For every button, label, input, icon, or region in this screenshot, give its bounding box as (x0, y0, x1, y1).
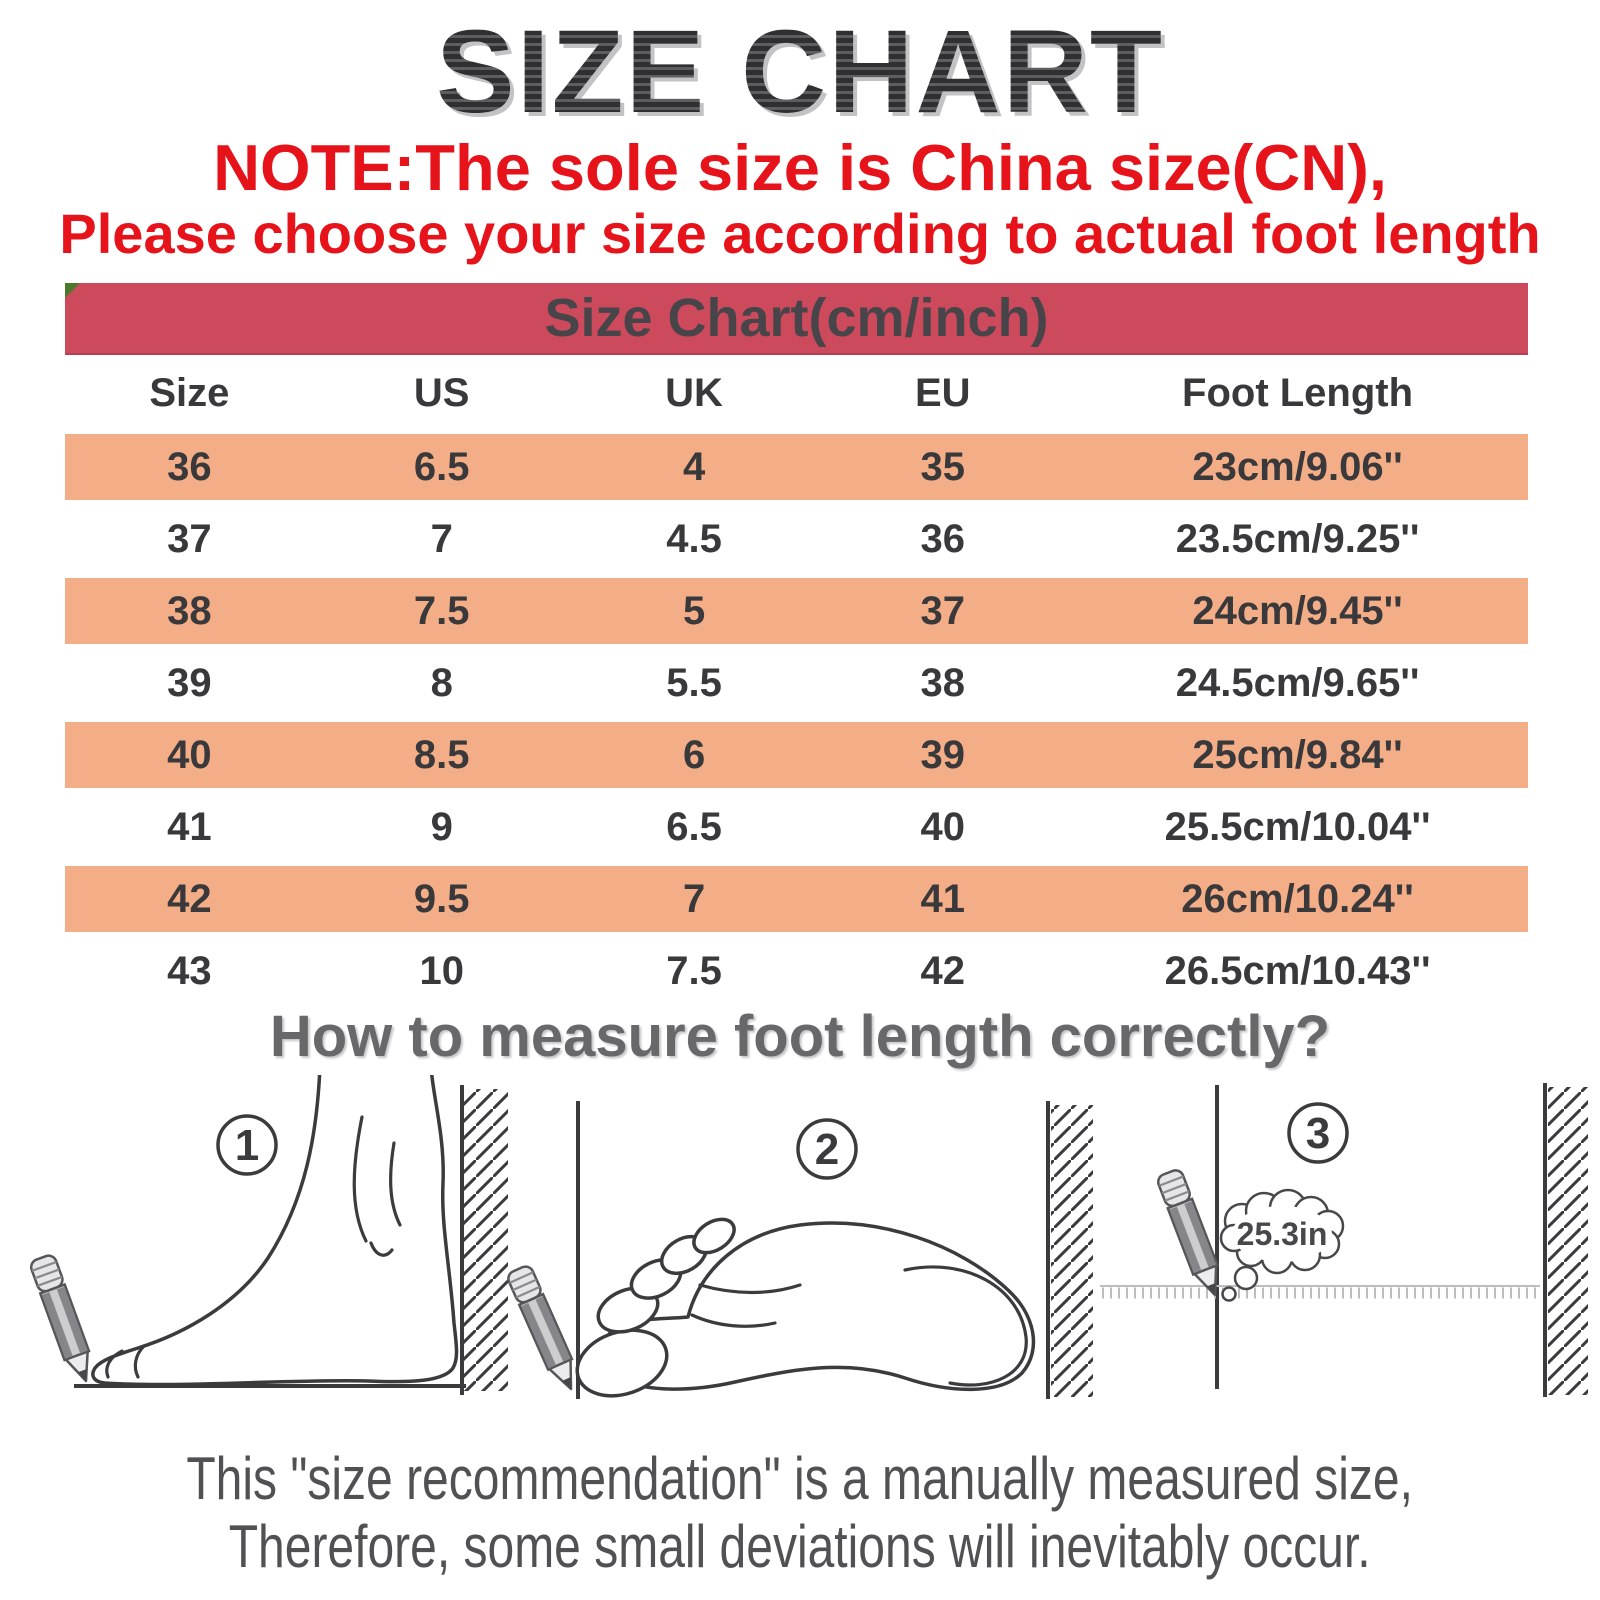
table-cell: 5.5 (666, 660, 722, 705)
table-cell: 8 (430, 660, 453, 705)
size-table-body: 36 6.5 4 35 23cm/9.06'' 37 7 4.5 36 23.5cm/9.25''… (65, 431, 1528, 1007)
table-cell: 24cm/9.45'' (1192, 588, 1403, 633)
table-caption-bar: Size Chart(cm/inch) (65, 283, 1528, 355)
table-cell: 40 (920, 804, 966, 849)
column-header: EU (914, 370, 971, 415)
disclaimer-line-2: Therefore, some small deviations will in… (0, 1512, 1600, 1581)
page-title-text: SIZE CHART (436, 6, 1164, 138)
measurement-illustrations: 1 2 (27, 1075, 1588, 1399)
table-cell: 39 (167, 660, 212, 705)
table-cell: 8.5 (413, 732, 470, 777)
disclaimer-line-1: This "size recommendation" is a manually… (0, 1444, 1600, 1513)
ankle-crease (389, 1141, 402, 1227)
step3-illustration: 25.3in 3 (1100, 1083, 1588, 1397)
table-row: 39 8 5.5 38 24.5cm/9.65'' (65, 647, 1528, 719)
table-cell: 41 (920, 876, 966, 921)
step-3-circle (1287, 1102, 1349, 1164)
green-corner-decoration (65, 283, 80, 298)
table-cell: 38 (167, 588, 212, 633)
column-header: Size (149, 370, 230, 415)
step-1-circle (216, 1114, 278, 1176)
table-cell: 10 (419, 948, 464, 993)
step-3-number: 3 (1306, 1109, 1330, 1158)
table-cell: 43 (167, 948, 212, 993)
table-cell: 25cm/9.84'' (1192, 732, 1403, 777)
disclaimer-line-1-text: This "size recommendation" is a manually… (186, 1445, 1414, 1512)
table-cell: 9 (430, 804, 453, 849)
table-cell: 7.5 (666, 948, 722, 993)
table-cell: 36 (167, 444, 212, 489)
toe-line (133, 1344, 146, 1379)
table-row: 38 7.5 5 37 24cm/9.45'' (65, 575, 1528, 647)
wall-hatch (1548, 1087, 1588, 1395)
column-header: UK (665, 370, 723, 415)
size-conversion-table: Size Chart(cm/inch) Size US UK EU Foot Lengt… (65, 283, 1528, 1007)
bubble-puff (1221, 1286, 1237, 1302)
table-cell: 26cm/10.24'' (1181, 876, 1414, 921)
wall-hatch (1051, 1105, 1093, 1397)
step-2-number: 2 (815, 1125, 839, 1174)
table-cell: 26.5cm/10.43'' (1164, 948, 1431, 993)
pencil-icon (27, 1252, 100, 1387)
table-cell: 9.5 (413, 876, 470, 921)
note-line-1: NOTE:The sole size is China size(CN), (213, 131, 1387, 204)
table-cell: 37 (920, 588, 966, 633)
table-cell: 23cm/9.06'' (1192, 444, 1403, 489)
table-cell: 35 (920, 444, 966, 489)
big-toe (575, 1328, 669, 1398)
table-row: 43 10 7.5 42 26.5cm/10.43'' (65, 935, 1528, 1007)
table-cell: 24.5cm/9.65'' (1175, 660, 1420, 705)
thought-bubble: 25.3in (1219, 1188, 1345, 1302)
table-row: 41 9 6.5 40 25.5cm/10.04'' (65, 791, 1528, 863)
step-2-circle (796, 1118, 858, 1180)
table-cell: 7 (430, 516, 453, 561)
table-cell: 6 (682, 732, 706, 777)
column-header: Foot Length (1182, 370, 1414, 415)
sole-crease (698, 1283, 802, 1295)
table-cell: 6.5 (413, 444, 470, 489)
toe (692, 1217, 736, 1255)
ankle-crease (369, 1241, 394, 1257)
wall-hatch (464, 1089, 508, 1391)
bubble-measurement-text: 25.3in (1237, 1216, 1328, 1252)
size-table-header-row: Size US UK EU Foot Length (65, 355, 1528, 431)
table-cell: 42 (920, 948, 966, 993)
table-cell: 23.5cm/9.25'' (1175, 516, 1420, 561)
table-cell: 40 (167, 732, 212, 777)
bubble-puff (1233, 1265, 1259, 1291)
step-1-number: 1 (235, 1121, 259, 1170)
table-cell: 38 (920, 660, 966, 705)
disclaimer-line-2-text: Therefore, some small deviations will in… (229, 1513, 1371, 1580)
table-cell: 25.5cm/10.04'' (1164, 804, 1431, 849)
step1-illustration: 1 (27, 1075, 508, 1395)
table-row: 42 9.5 7 41 26cm/10.24'' (65, 863, 1528, 935)
table-cell: 4 (682, 444, 706, 489)
foot-side-outline (91, 1075, 459, 1387)
table-row: 40 8.5 6 39 25cm/9.84'' (65, 719, 1528, 791)
table-row: 37 7 4.5 36 23.5cm/9.25'' (65, 503, 1528, 575)
ankle-crease (352, 1115, 368, 1243)
page-title: SIZE CHART (0, 4, 1600, 140)
table-cell: 36 (920, 516, 966, 561)
column-header: US (413, 370, 470, 415)
table-cell: 42 (167, 876, 212, 921)
table-cell: 37 (167, 516, 212, 561)
sole-crease (690, 1313, 777, 1328)
table-cell: 7.5 (413, 588, 470, 633)
table-cell: 39 (920, 732, 966, 777)
heel-pad-line (903, 1265, 1028, 1387)
step2-illustration: 2 (504, 1101, 1093, 1399)
table-caption: Size Chart(cm/inch) (544, 288, 1049, 348)
table-cell: 4.5 (666, 516, 722, 561)
table-row: 36 6.5 4 35 23cm/9.06'' (65, 431, 1528, 503)
pencil-icon (504, 1262, 585, 1396)
table-cell: 7 (682, 876, 706, 921)
table-cell: 41 (167, 804, 212, 849)
table-cell: 6.5 (666, 804, 722, 849)
measure-heading: How to measure foot length correctly? (269, 1004, 1331, 1069)
toe-line (105, 1349, 124, 1379)
table-cell: 5 (682, 588, 706, 633)
note-line-2: Please choose your size according to act… (59, 202, 1541, 265)
